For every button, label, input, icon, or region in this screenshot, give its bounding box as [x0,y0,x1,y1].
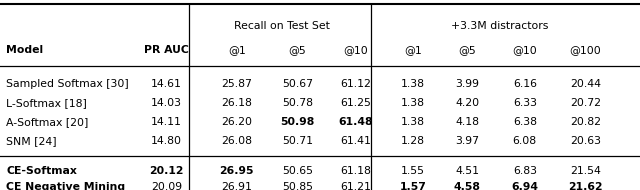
Text: 61.48: 61.48 [338,117,372,127]
Text: 20.12: 20.12 [149,166,184,176]
Text: 50.71: 50.71 [282,136,313,146]
Text: A-Softmax [20]: A-Softmax [20] [6,117,89,127]
Text: 21.54: 21.54 [570,166,601,176]
Text: +3.3M distractors: +3.3M distractors [451,21,548,31]
Text: @10: @10 [343,45,367,55]
Text: 1.38: 1.38 [401,117,425,127]
Text: 6.94: 6.94 [511,182,538,190]
Text: CE-Softmax: CE-Softmax [6,166,77,176]
Text: @1: @1 [228,45,246,55]
Text: 4.20: 4.20 [455,98,479,108]
Text: 20.09: 20.09 [151,182,182,190]
Text: 26.95: 26.95 [220,166,254,176]
Text: 20.72: 20.72 [570,98,601,108]
Text: 14.80: 14.80 [151,136,182,146]
Text: 6.38: 6.38 [513,117,537,127]
Text: 26.20: 26.20 [221,117,252,127]
Text: 4.58: 4.58 [454,182,481,190]
Text: Sampled Softmax [30]: Sampled Softmax [30] [6,79,129,89]
Text: 6.83: 6.83 [513,166,537,176]
Text: 14.03: 14.03 [151,98,182,108]
Text: 61.12: 61.12 [340,79,371,89]
Text: 1.38: 1.38 [401,79,425,89]
Text: CE Negative Mining: CE Negative Mining [6,182,125,190]
Text: 26.08: 26.08 [221,136,252,146]
Text: 61.41: 61.41 [340,136,371,146]
Text: L-Softmax [18]: L-Softmax [18] [6,98,87,108]
Text: 21.62: 21.62 [568,182,603,190]
Text: 3.97: 3.97 [455,136,479,146]
Text: 4.51: 4.51 [455,166,479,176]
Text: 6.33: 6.33 [513,98,537,108]
Text: 14.61: 14.61 [151,79,182,89]
Text: 61.21: 61.21 [340,182,371,190]
Text: 50.78: 50.78 [282,98,313,108]
Text: 50.85: 50.85 [282,182,313,190]
Text: 1.38: 1.38 [401,98,425,108]
Text: 6.08: 6.08 [513,136,537,146]
Text: SNM [24]: SNM [24] [6,136,57,146]
Text: 20.44: 20.44 [570,79,601,89]
Text: @10: @10 [513,45,537,55]
Text: @100: @100 [570,45,602,55]
Text: 1.28: 1.28 [401,136,425,146]
Text: @5: @5 [458,45,476,55]
Text: 20.82: 20.82 [570,117,601,127]
Text: 61.25: 61.25 [340,98,371,108]
Text: 4.18: 4.18 [455,117,479,127]
Text: 26.91: 26.91 [221,182,252,190]
Text: Recall on Test Set: Recall on Test Set [234,21,330,31]
Text: @1: @1 [404,45,422,55]
Text: PR AUC: PR AUC [144,45,189,55]
Text: Model: Model [6,45,44,55]
Text: 14.11: 14.11 [151,117,182,127]
Text: 50.67: 50.67 [282,79,313,89]
Text: 6.16: 6.16 [513,79,537,89]
Text: 61.18: 61.18 [340,166,371,176]
Text: 20.63: 20.63 [570,136,601,146]
Text: 26.18: 26.18 [221,98,252,108]
Text: 3.99: 3.99 [455,79,479,89]
Text: 50.98: 50.98 [280,117,315,127]
Text: 25.87: 25.87 [221,79,252,89]
Text: 1.57: 1.57 [399,182,426,190]
Text: 50.65: 50.65 [282,166,313,176]
Text: 1.55: 1.55 [401,166,425,176]
Text: @5: @5 [289,45,307,55]
